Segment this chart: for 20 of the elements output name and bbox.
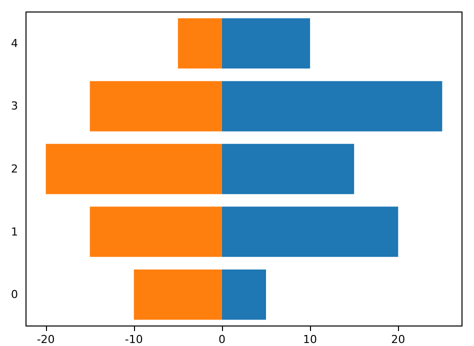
bar	[178, 18, 222, 69]
y-tick-label: 0	[11, 288, 18, 302]
bar	[222, 81, 442, 132]
y-tick-label: 4	[11, 36, 18, 50]
bar	[134, 269, 222, 320]
x-tick-label: 20	[391, 333, 406, 346]
bar	[222, 206, 398, 257]
bar	[222, 18, 310, 69]
bar	[90, 81, 222, 132]
y-tick-label: 3	[11, 100, 18, 113]
bar	[222, 144, 354, 194]
bar	[90, 206, 222, 257]
y-tick-label: 2	[11, 162, 18, 176]
bar	[222, 269, 266, 320]
y-tick-label: 1	[11, 225, 18, 238]
x-tick-label: -20	[36, 333, 55, 346]
x-tick-label: 10	[303, 333, 318, 346]
bar	[46, 144, 222, 194]
x-tick-label: -10	[124, 333, 143, 346]
x-tick-label: 0	[218, 333, 226, 346]
